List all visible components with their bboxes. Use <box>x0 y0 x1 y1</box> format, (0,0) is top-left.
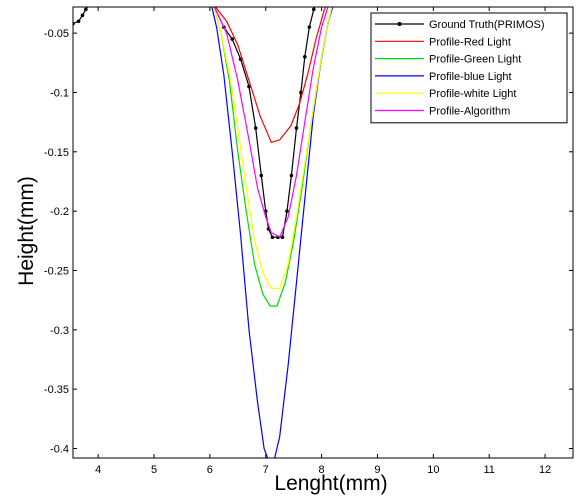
series-point <box>280 235 285 240</box>
plot-frame <box>72 6 574 459</box>
x-tick-label: 6 <box>207 464 213 476</box>
series-point <box>88 2 92 6</box>
y-tick-label: -0.15 <box>44 147 69 159</box>
series-point <box>76 19 81 24</box>
y-tick-label: -0.05 <box>44 28 69 40</box>
series-point <box>285 209 289 213</box>
y-tick-label: -0.35 <box>44 384 69 396</box>
x-tick-label: 12 <box>539 464 551 476</box>
series-line <box>214 7 327 144</box>
y-tick-label: -0.3 <box>50 325 69 337</box>
legend-label: Profile-Red Light <box>429 36 511 48</box>
legend-label: Profile-blue Light <box>429 71 512 83</box>
legend-marker <box>397 22 402 26</box>
series-line <box>211 7 334 458</box>
series-point <box>253 126 258 130</box>
legend-box <box>370 12 568 124</box>
series-point <box>294 126 299 130</box>
x-tick-label: 10 <box>427 464 439 476</box>
series-point <box>270 235 275 240</box>
x-tick-label: 8 <box>319 464 325 476</box>
series-point <box>315 0 319 2</box>
x-tick-label: 11 <box>483 464 494 476</box>
y-tick-label: -0.1 <box>50 87 69 99</box>
y-tick-label: -0.2 <box>50 206 69 218</box>
series-point <box>211 2 215 6</box>
x-axis-title: Lenght(mm) <box>274 472 387 495</box>
series-point <box>230 37 235 41</box>
series-point <box>84 7 88 12</box>
y-tick-label: -0.4 <box>50 444 69 456</box>
legend: Ground Truth(PRIMOS) Profile-Red Light Pro… <box>370 12 568 124</box>
y-axis-ticks: -0.05 -0.1 -0.15 -0.2 -0.25 -0.3 -0.35 -0.4 <box>44 28 573 456</box>
legend-label: Profile-white Light <box>429 88 516 100</box>
series-point <box>311 7 316 12</box>
series-point <box>80 13 85 18</box>
x-tick-label: 9 <box>374 464 380 476</box>
series-point <box>307 25 312 29</box>
legend-label: Profile-Green Light <box>429 54 521 66</box>
series-point <box>289 173 294 178</box>
series-layer <box>73 0 491 458</box>
x-tick-label: 4 <box>95 464 101 476</box>
series-line <box>213 7 329 239</box>
x-tick-label: 7 <box>263 464 269 476</box>
series-line <box>213 7 333 289</box>
series-point <box>487 2 491 6</box>
series-point <box>247 84 251 89</box>
x-tick-label: 5 <box>151 464 157 476</box>
series-point <box>303 55 307 59</box>
y-axis-title: Height(mm) <box>15 176 38 286</box>
x-axis-ticks: 4 5 6 7 8 9 10 11 12 <box>95 7 551 476</box>
series-point <box>476 2 480 6</box>
y-tick-label: -0.25 <box>44 265 69 277</box>
legend-label: Ground Truth(PRIMOS) <box>429 19 545 31</box>
series-point <box>259 173 264 178</box>
legend-label: Profile-Algorithm <box>429 106 510 118</box>
